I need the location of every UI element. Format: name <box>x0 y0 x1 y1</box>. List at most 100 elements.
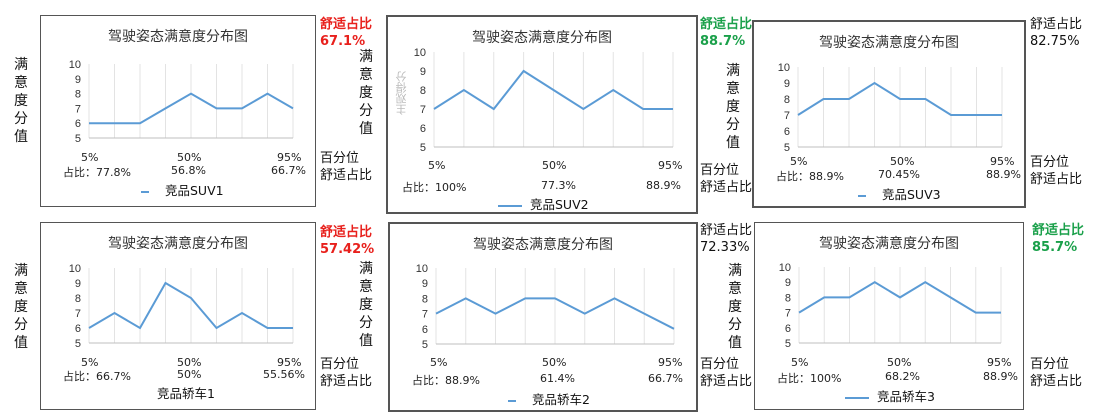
legend-label-5: 竞品轿车3 <box>877 389 935 404</box>
y-axis-label-4-char-3: 分 <box>357 314 375 332</box>
x-tick-label-5-2: 95% <box>987 356 1011 369</box>
ratio-value-5-2: 88.9% <box>983 370 1018 383</box>
ratio-value-2-2: 88.9% <box>986 168 1021 181</box>
ratio-value-5-1: 68.2% <box>885 370 920 383</box>
y-axis-label-4: 满意度分值 <box>357 260 375 350</box>
x-tick-label-2-1: 50% <box>890 155 914 168</box>
ratio-label-3: 占比： <box>63 370 96 383</box>
share-label-0: 舒适占比 <box>320 16 372 33</box>
x-tick-label-1-0: 5% <box>428 159 445 172</box>
y-axis-label-4-char-1: 意 <box>357 278 375 296</box>
chart-panel-2: 驾驶姿态满意度分布图 5 6 7 8 9 10 5% 50% 95% 占比：88.9% 7… <box>752 20 1026 208</box>
legend-label-4: 竞品轿车2 <box>532 392 590 407</box>
chart-panel-4: 驾驶姿态满意度分布图 5 6 7 8 9 10 5% 50% 95% 占比：88.9% 6… <box>388 222 698 412</box>
chart-panel-1: 驾驶姿态满意度分布图 主观得分 5 6 7 8 9 10 5% 50% 95% 占比：10… <box>386 15 698 214</box>
y-tick-label-0-6: 6 <box>75 118 81 130</box>
x-tick-label-5-0: 5% <box>791 356 808 369</box>
legend-label-1: 竞品SUV2 <box>530 197 589 212</box>
y-axis-label-3: 满意度分值 <box>12 262 30 352</box>
y-tick-label-4-9: 9 <box>422 278 428 290</box>
y-tick-label-1-5: 5 <box>420 142 426 154</box>
y-tick-label-1-10: 10 <box>414 47 426 59</box>
y-tick-label-0-10: 10 <box>69 59 81 71</box>
ratio-label-1: 占比： <box>402 181 435 194</box>
share-label-5: 舒适占比 <box>1032 222 1084 239</box>
share-label-2: 舒适占比 <box>1030 16 1082 33</box>
share-label-4: 舒适占比 <box>700 222 752 239</box>
share-value-2: 82.75% <box>1030 33 1082 50</box>
y-tick-label-1-9: 9 <box>420 66 426 78</box>
ratio-value-5-0: 100% <box>810 372 841 385</box>
share-value-1: 88.7% <box>700 33 752 50</box>
ratio-value-0-1: 56.8% <box>171 164 206 177</box>
y-tick-label-5-6: 6 <box>785 323 791 335</box>
y-axis-label-2-char-2: 度 <box>724 98 742 116</box>
y-axis-label-5: 满意度分值 <box>726 262 744 352</box>
y-axis-label-1-char-3: 分 <box>357 102 375 120</box>
ratio-value-4-2: 66.7% <box>648 372 683 385</box>
y-tick-label-0-5: 5 <box>75 133 81 145</box>
y-axis-label-0-char-3: 分 <box>12 110 30 128</box>
y-tick-label-5-10: 10 <box>779 262 791 274</box>
y-tick-label-5-7: 7 <box>785 308 791 320</box>
x-tick-label-5-1: 50% <box>887 356 911 369</box>
x-tick-label-1-2: 95% <box>658 159 682 172</box>
ratio-value-1-2: 88.9% <box>646 179 681 192</box>
chart-panel-3: 驾驶姿态满意度分布图 5 6 7 8 9 10 5% 50% 95% 占比：66.7% 5… <box>40 222 316 410</box>
ratio-label-4: 占比： <box>412 374 445 387</box>
x-axis-label-4: 百分位 <box>700 356 752 373</box>
x-axis-label-3b: 舒适占比 <box>320 373 372 390</box>
x-axis-label-3: 百分位 <box>320 356 372 373</box>
y-tick-label-1-7: 7 <box>420 104 426 116</box>
y-tick-label-0-7: 7 <box>75 103 81 115</box>
x-tick-label-0-0: 5% <box>81 151 98 164</box>
y-tick-label-3-7: 7 <box>75 308 81 320</box>
x-tick-label-1-1: 50% <box>542 159 566 172</box>
y-tick-label-2-6: 6 <box>784 126 790 138</box>
y-axis-label-3-char-1: 意 <box>12 280 30 298</box>
x-axis-label-2b: 舒适占比 <box>1030 171 1082 188</box>
chart-panel-5: 驾驶姿态满意度分布图 5 6 7 8 9 10 5% 50% 95% 占比：100% 68… <box>754 222 1024 410</box>
legend-swatch-2 <box>858 195 866 197</box>
x-tick-label-4-1: 50% <box>542 356 566 369</box>
legend-label-2: 竞品SUV3 <box>882 187 941 202</box>
y-tick-label-3-9: 9 <box>75 278 81 290</box>
ratio-value-3-0: 66.7% <box>96 370 131 383</box>
ratio-value-0-0: 77.8% <box>96 166 131 179</box>
legend-label-0: 竞品SUV1 <box>165 183 224 198</box>
y-axis-label-0-char-2: 度 <box>12 92 30 110</box>
y-axis-label-0-char-1: 意 <box>12 74 30 92</box>
legend-swatch-0 <box>141 191 149 193</box>
y-axis-label-4-char-0: 满 <box>357 260 375 278</box>
legend-label-3: 竞品轿车1 <box>157 386 215 401</box>
chart-panel-0: 驾驶姿态满意度分布图 5 6 7 8 9 10 5% 50% 95% 占比：77.8% 5… <box>40 15 316 207</box>
ratio-label-2: 占比： <box>776 170 809 183</box>
y-tick-label-1-6: 6 <box>420 123 426 135</box>
y-axis-label-2-char-0: 满 <box>724 62 742 80</box>
y-tick-label-4-10: 10 <box>416 263 428 275</box>
x-tick-label-0-1: 50% <box>177 151 201 164</box>
y-axis-label-2-char-4: 值 <box>724 134 742 152</box>
x-tick-label-4-0: 5% <box>430 356 447 369</box>
y-tick-label-4-8: 8 <box>422 293 428 305</box>
x-tick-label-2-0: 5% <box>790 155 807 168</box>
y-tick-label-5-5: 5 <box>785 338 791 350</box>
share-value-3: 57.42% <box>320 241 374 258</box>
y-axis-label-3-char-2: 度 <box>12 298 30 316</box>
ratio-value-3-2: 55.56% <box>263 368 305 381</box>
x-tick-label-2-2: 95% <box>990 155 1014 168</box>
share-value-5: 85.7% <box>1032 239 1084 256</box>
y-tick-label-5-8: 8 <box>785 292 791 304</box>
y-axis-label-5-char-4: 值 <box>726 334 744 352</box>
x-axis-label-0: 百分位 <box>320 150 372 167</box>
y-axis-label-3-char-0: 满 <box>12 262 30 280</box>
y-axis-label-4-char-2: 度 <box>357 296 375 314</box>
share-label-1: 舒适占比 <box>700 16 752 33</box>
y-axis-label-4-char-4: 值 <box>357 332 375 350</box>
legend-swatch-1 <box>498 205 522 207</box>
x-axis-label-1b: 舒适占比 <box>700 179 752 196</box>
legend-swatch-4 <box>508 400 516 402</box>
y-tick-label-3-6: 6 <box>75 323 81 335</box>
legend-swatch-5 <box>845 397 869 399</box>
y-tick-label-1-8: 8 <box>420 85 426 97</box>
